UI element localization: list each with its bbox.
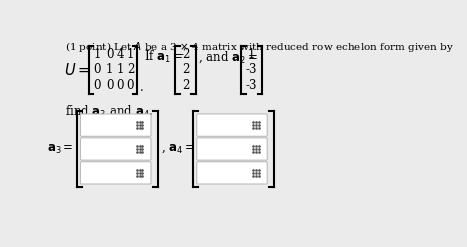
Text: 0: 0 <box>127 79 134 92</box>
Text: 2: 2 <box>127 63 134 76</box>
Text: 1: 1 <box>106 63 113 76</box>
Text: -2: -2 <box>180 48 191 61</box>
Text: 1: 1 <box>93 48 101 61</box>
Text: 0: 0 <box>117 79 124 92</box>
Text: 1: 1 <box>127 48 134 61</box>
FancyBboxPatch shape <box>197 114 267 136</box>
Text: -3: -3 <box>246 63 257 76</box>
Text: 0: 0 <box>93 63 101 76</box>
Text: $\mathbf{a}_3=$: $\mathbf{a}_3=$ <box>47 143 73 156</box>
Text: (1 point) Let $\mathit{A}$ be a 3 $\times$ 4 matrix with reduced row echelon for: (1 point) Let $\mathit{A}$ be a 3 $\time… <box>64 40 454 54</box>
FancyBboxPatch shape <box>197 138 267 160</box>
Text: , $\mathbf{a}_4=$: , $\mathbf{a}_4=$ <box>161 143 195 156</box>
Text: -3: -3 <box>246 79 257 92</box>
Text: 2: 2 <box>182 63 189 76</box>
FancyBboxPatch shape <box>80 138 151 160</box>
FancyBboxPatch shape <box>80 162 151 184</box>
Text: 0: 0 <box>106 79 113 92</box>
Text: 2: 2 <box>182 79 189 92</box>
Text: 1: 1 <box>248 48 255 61</box>
Text: If $\mathbf{a}_1=$: If $\mathbf{a}_1=$ <box>144 49 183 65</box>
Text: find $\mathbf{a}_3$ and $\mathbf{a}_4$.: find $\mathbf{a}_3$ and $\mathbf{a}_4$. <box>64 103 153 120</box>
FancyBboxPatch shape <box>80 114 151 136</box>
Text: 0: 0 <box>93 79 101 92</box>
Text: .: . <box>140 81 143 94</box>
FancyBboxPatch shape <box>197 162 267 184</box>
Text: 1: 1 <box>117 63 124 76</box>
Text: $U=$: $U=$ <box>64 62 90 78</box>
Text: 0: 0 <box>106 48 113 61</box>
Text: , and $\mathbf{a}_2=$: , and $\mathbf{a}_2=$ <box>198 50 258 65</box>
Text: 4: 4 <box>117 48 124 61</box>
